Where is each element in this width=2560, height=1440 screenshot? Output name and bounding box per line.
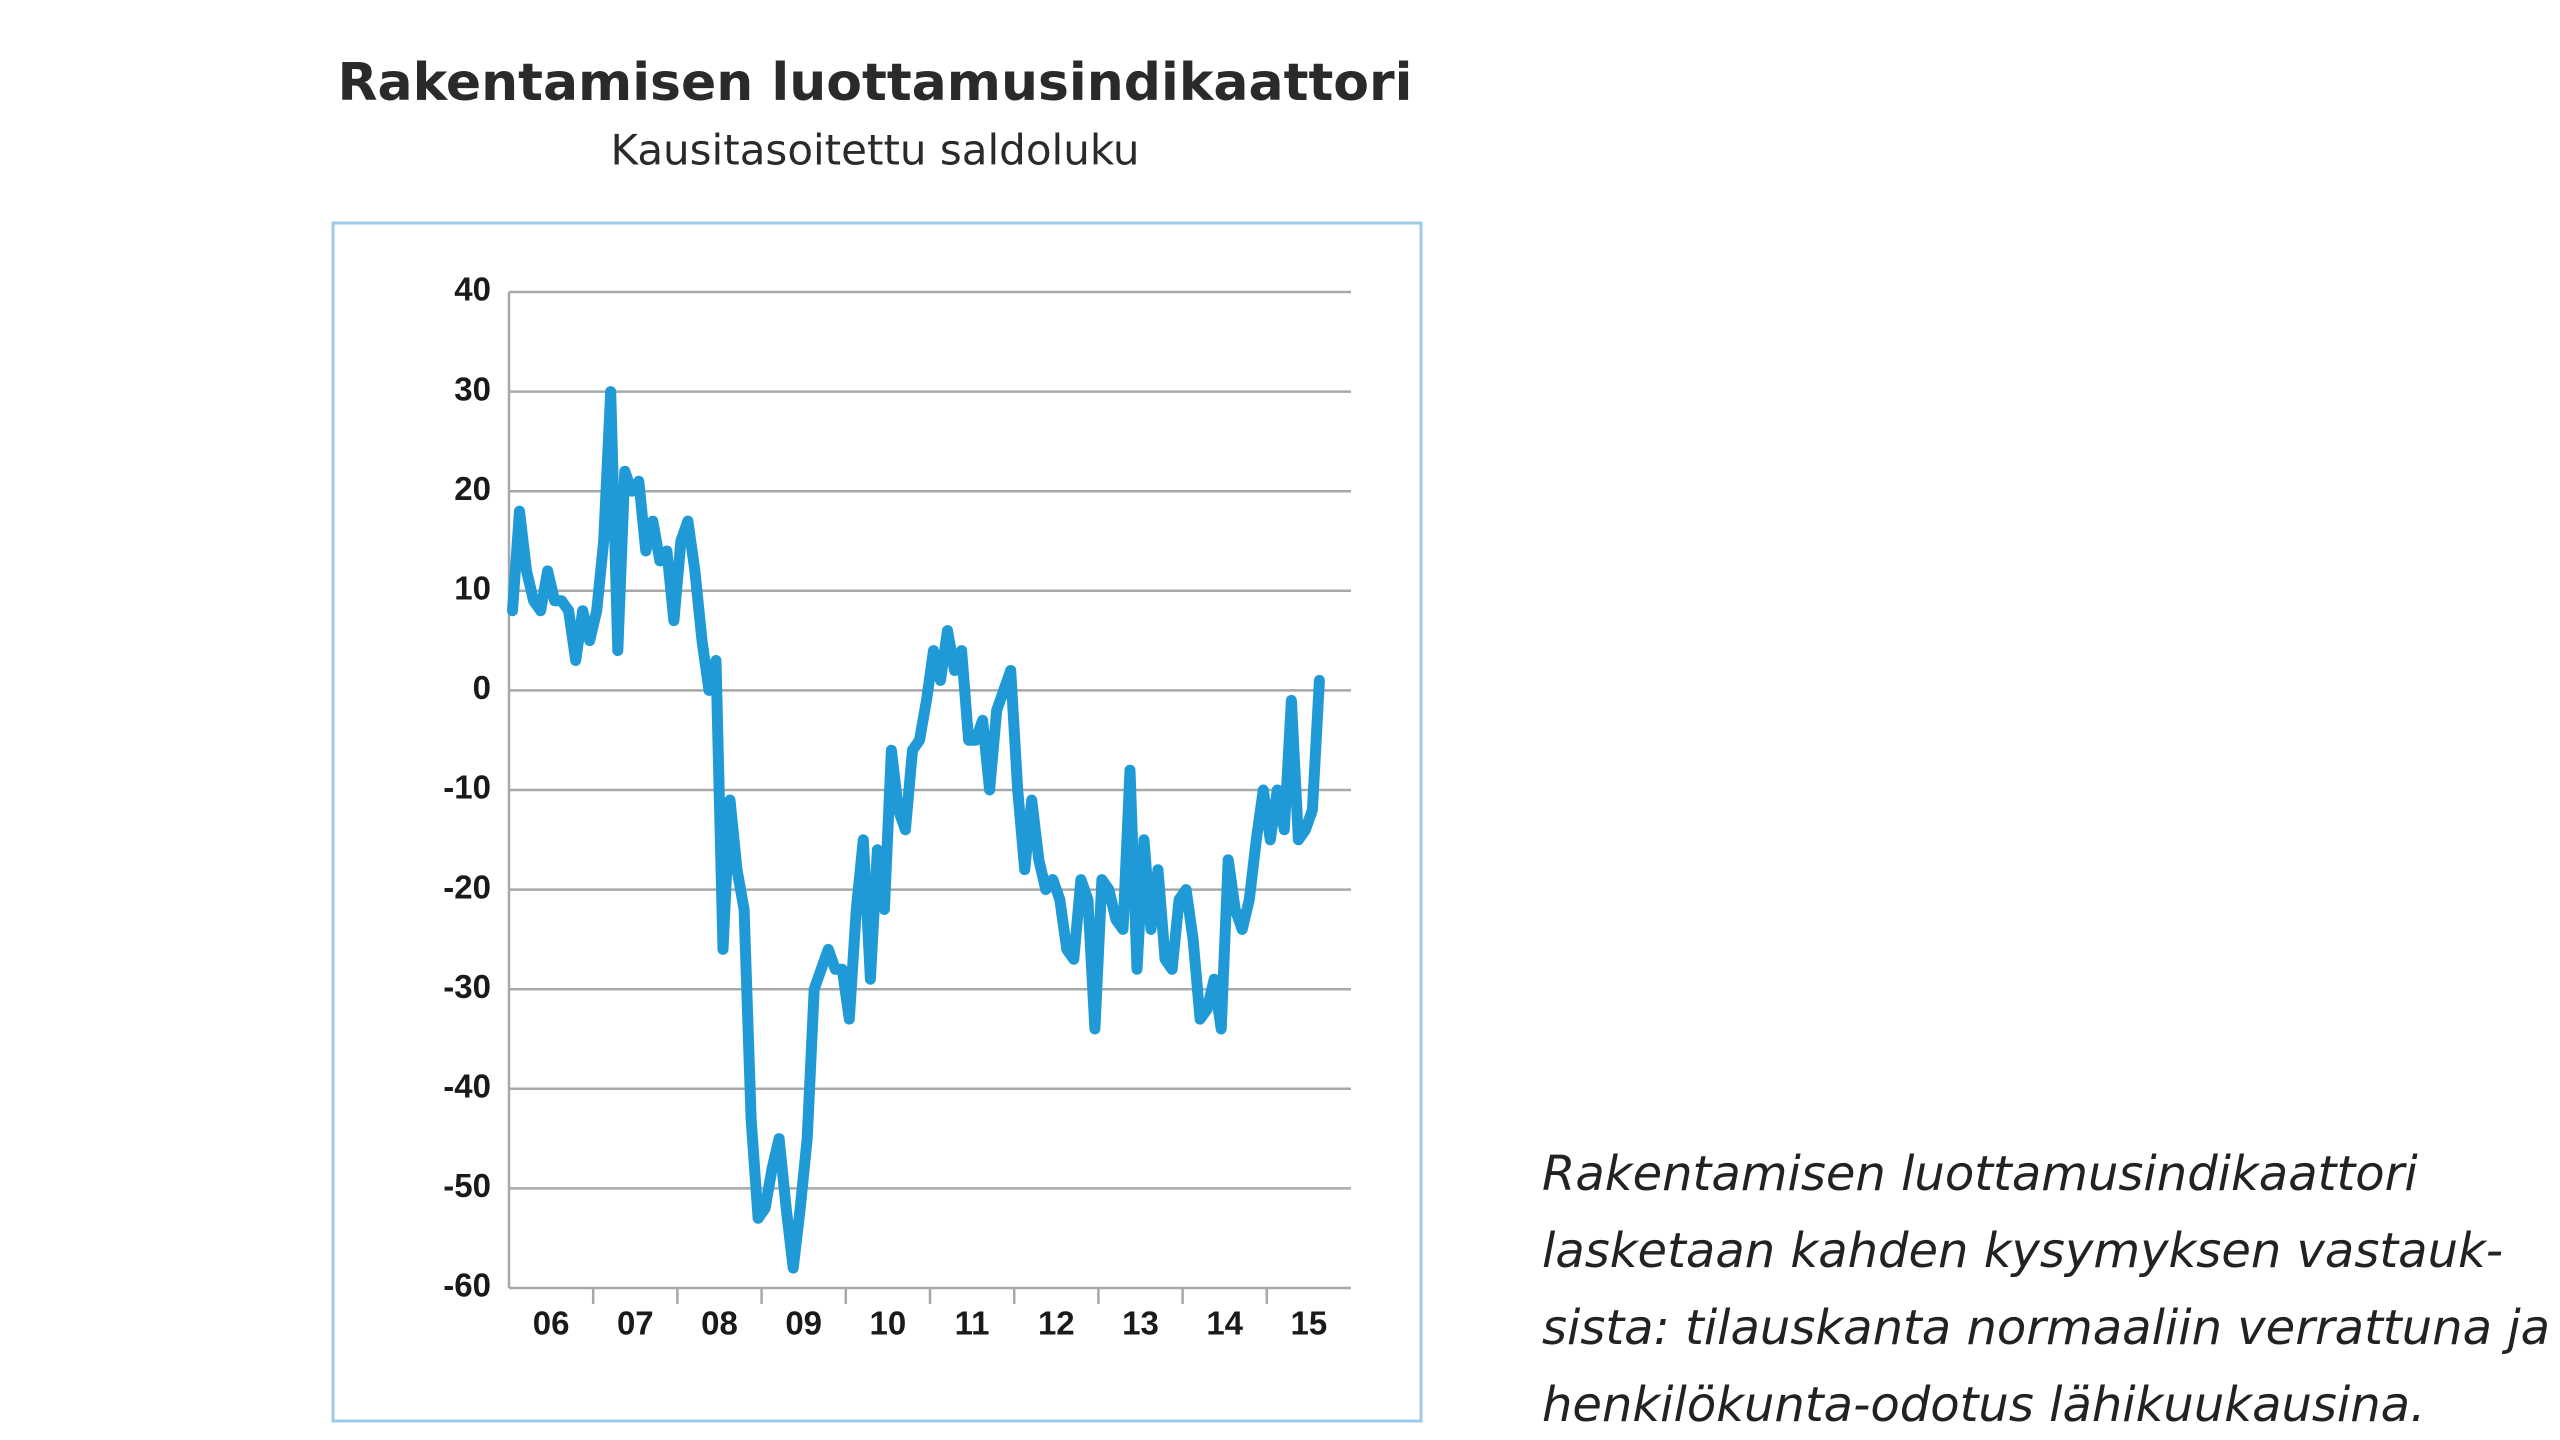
y-tick-label: -60 xyxy=(443,1267,491,1304)
x-tick-label: 08 xyxy=(701,1305,738,1342)
y-tick-label: 30 xyxy=(454,370,491,407)
caption-line: lasketaan kahden kysymyksen vastauk- xyxy=(1542,1223,2503,1279)
x-tick-label: 12 xyxy=(1038,1305,1075,1342)
y-tick-label: -10 xyxy=(443,769,491,806)
caption-line: henkilökunta-odotus lähikuukausina. xyxy=(1542,1377,2425,1433)
y-tick-label: -30 xyxy=(443,968,491,1005)
x-tick-label: 07 xyxy=(617,1305,654,1342)
x-tick-label: 11 xyxy=(955,1305,990,1342)
caption-line: sista: tilauskanta normaaliin verrattuna… xyxy=(1542,1300,2550,1356)
y-tick-label: 10 xyxy=(454,570,491,607)
chart-subtitle: Kausitasoitettu saldoluku xyxy=(611,126,1140,175)
x-tick-label: 06 xyxy=(533,1305,570,1342)
x-tick-label: 10 xyxy=(870,1305,907,1342)
y-tick-label: -20 xyxy=(443,868,491,905)
x-tick-label: 09 xyxy=(785,1305,822,1342)
chart-frame xyxy=(331,221,1423,1423)
y-tick-label: -40 xyxy=(443,1068,491,1105)
chart-title: Rakentamisen luottamusindikaattori xyxy=(338,53,1413,113)
y-tick-label: 0 xyxy=(473,669,491,706)
x-tick-label: 15 xyxy=(1291,1305,1328,1342)
y-tick-label: 20 xyxy=(454,470,491,507)
x-tick-label: 13 xyxy=(1122,1305,1159,1342)
data-line xyxy=(507,386,1325,1274)
x-tick-label: 14 xyxy=(1206,1305,1243,1342)
caption-line: Rakentamisen luottamusindikaattori xyxy=(1542,1146,2418,1202)
y-tick-label: -50 xyxy=(443,1167,491,1204)
y-tick-label: 40 xyxy=(454,271,491,308)
